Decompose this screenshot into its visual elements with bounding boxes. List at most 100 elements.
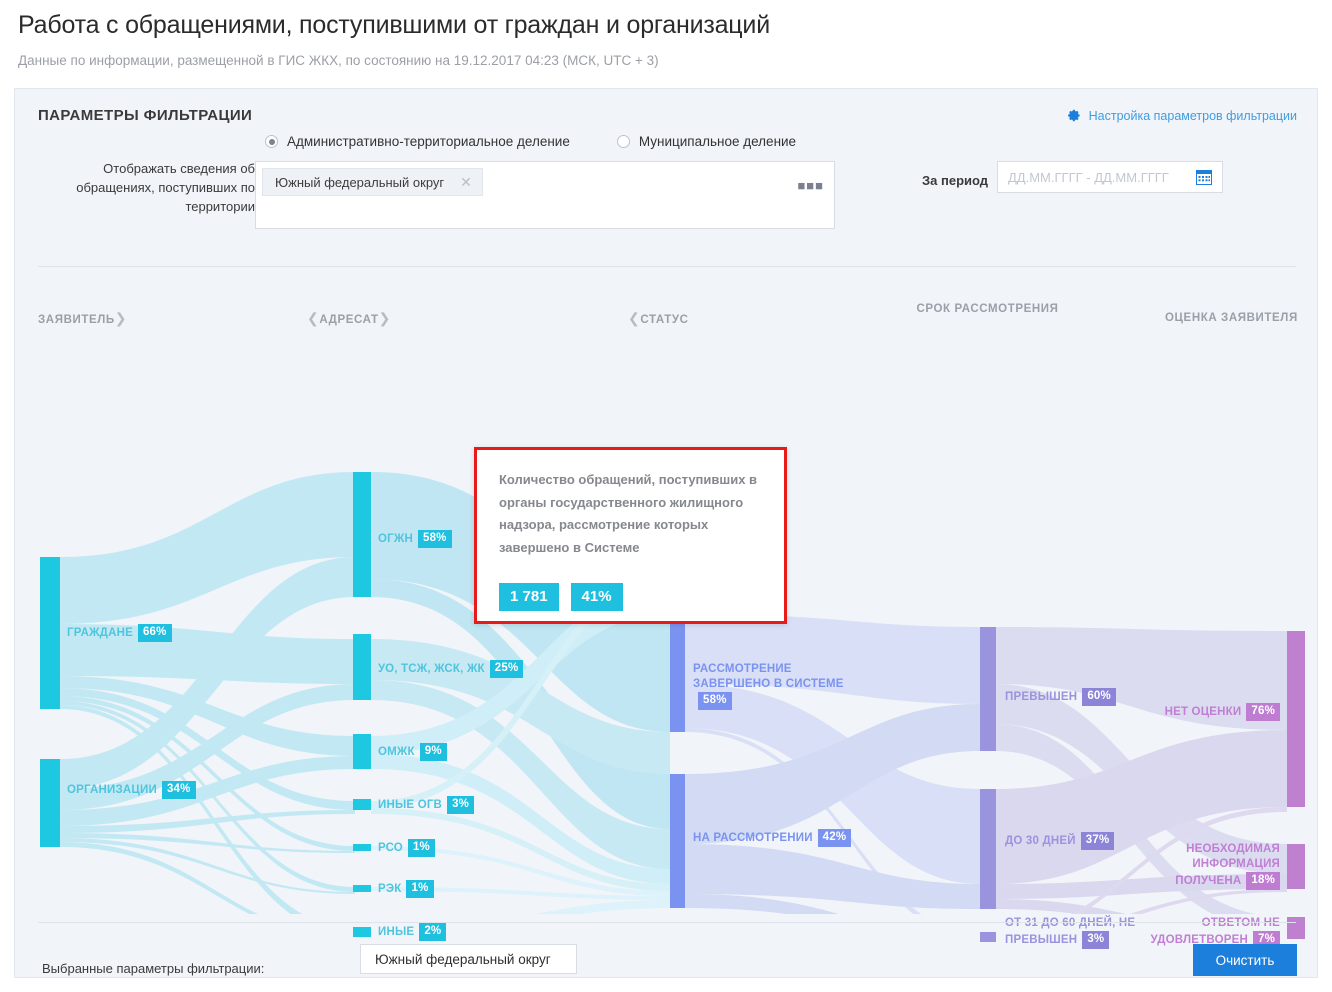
filter-settings-label: Настройка параметров фильтрации xyxy=(1088,108,1297,123)
column-header-addressee[interactable]: ❮АДРЕСАТ❯ xyxy=(307,310,391,328)
filter-panel: ПАРАМЕТРЫ ФИЛЬТРАЦИИ Настройка параметро… xyxy=(14,88,1318,978)
node-label-text: НА РАССМОТРЕНИИ xyxy=(693,832,813,845)
sankey-node-organizacii[interactable] xyxy=(40,759,60,847)
sankey-label-grazhdane: ГРАЖДАНЕ 66% xyxy=(67,624,172,642)
territory-field-label: Отображать сведения об обращениях, посту… xyxy=(76,161,255,214)
sankey-label-rassmotrenie-zaversheno: РАССМОТРЕНИЕ ЗАВЕРШЕНО В СИСТЕМЕ 58% xyxy=(693,662,868,710)
column-header-applicant-label: ЗАЯВИТЕЛЬ xyxy=(38,314,115,326)
sankey-label-ogzhn: ОГЖН 58% xyxy=(378,530,452,548)
radio-unselected-icon xyxy=(616,135,630,148)
sankey-node-inye-ogv[interactable] xyxy=(353,799,371,810)
sankey-label-omzhk: ОМЖК 9% xyxy=(378,743,447,761)
sankey-label-rso: РСО 1% xyxy=(378,839,435,857)
node-percent-badge: 76% xyxy=(1246,703,1280,721)
node-percent-badge: 2% xyxy=(419,923,447,941)
sankey-node-na-rassmotrenii[interactable] xyxy=(670,774,685,908)
node-percent-badge: 1% xyxy=(407,839,435,857)
sankey-label-ot-31-do-60: ОТ 31 ДО 60 ДНЕЙ, НЕ ПРЕВЫШЕН 3% xyxy=(1005,916,1155,949)
radio-municipal-division[interactable]: Муниципальное деление xyxy=(616,134,797,149)
sankey-node-grazhdane[interactable] xyxy=(40,557,60,709)
sankey-flows xyxy=(60,472,1287,914)
gear-icon xyxy=(1067,109,1080,122)
chevron-right-icon[interactable]: ❯ xyxy=(378,310,391,326)
panel-divider xyxy=(38,266,1296,267)
chevron-right-icon[interactable]: ❯ xyxy=(114,310,128,326)
sankey-node-inye[interactable] xyxy=(353,927,371,937)
tooltip-badges: 1 781 41% xyxy=(499,583,623,611)
node-percent-badge: 3% xyxy=(1082,931,1110,949)
period-placeholder: ДД.ММ.ГГГГ - ДД.ММ.ГГГГ xyxy=(1008,169,1169,185)
node-label-text: РСО xyxy=(378,842,403,855)
sankey-label-na-rassmotrenii: НА РАССМОТРЕНИИ 42% xyxy=(693,829,852,847)
sankey-label-inye-ogv: ИНЫЕ ОГВ 3% xyxy=(378,796,475,814)
column-header-status[interactable]: ❮СТАТУС xyxy=(628,310,688,328)
territory-chip-label: Южный федеральный округ xyxy=(275,174,445,190)
node-label-text: ОТВЕТОМ НЕ УДОВЛЕТВОРЕН xyxy=(1150,917,1280,947)
tooltip-count-badge: 1 781 xyxy=(499,583,559,611)
node-percent-badge: 37% xyxy=(1080,832,1115,850)
node-label-text: ИНЫЕ xyxy=(378,926,415,939)
node-label-text: УО, ТСЖ, ЖСК, ЖК xyxy=(378,663,485,676)
filter-settings-link[interactable]: Настройка параметров фильтрации xyxy=(1065,107,1297,124)
territory-input[interactable]: Южный федеральный округ ✕ ■■■ xyxy=(255,161,835,229)
period-input[interactable]: ДД.ММ.ГГГГ - ДД.ММ.ГГГГ xyxy=(997,161,1223,193)
radio-selected-icon xyxy=(265,135,278,148)
node-percent-badge: 34% xyxy=(161,781,196,799)
node-label-text: ОГЖН xyxy=(378,533,413,546)
sankey-node-ogzhn[interactable] xyxy=(353,472,371,597)
territory-chip[interactable]: Южный федеральный округ ✕ xyxy=(262,168,483,196)
sankey-node-uo-tszh[interactable] xyxy=(353,634,371,700)
sankey-node-neobhodimaya-info[interactable] xyxy=(1287,844,1305,889)
node-label-text: РЭК xyxy=(378,883,402,896)
radio-municipal-label: Муниципальное деление xyxy=(638,134,797,149)
node-percent-badge: 3% xyxy=(447,796,475,814)
division-radio-group: Административно-территориальное деление … xyxy=(265,134,796,149)
page-title: Работа с обращениями, поступившими от гр… xyxy=(18,11,770,39)
node-percent-badge: 25% xyxy=(489,660,524,678)
tooltip-percent-badge: 41% xyxy=(570,583,623,611)
sankey-node-do-30-dney[interactable] xyxy=(980,789,996,909)
chevron-left-icon[interactable]: ❮ xyxy=(628,310,641,326)
sankey-node-net-ocenki[interactable] xyxy=(1287,631,1305,807)
node-label-text: ПРЕВЫШЕН xyxy=(1005,691,1078,704)
column-header-status-label: СТАТУС xyxy=(640,314,689,326)
column-header-applicant[interactable]: ЗАЯВИТЕЛЬ❯ xyxy=(38,310,127,328)
sankey-label-do-30-dney: ДО 30 ДНЕЙ 37% xyxy=(1005,832,1115,850)
sankey-node-ot-31-do-60[interactable] xyxy=(980,932,996,942)
column-header-rating-label: ОЦЕНКА ЗАЯВИТЕЛЯ xyxy=(1165,312,1298,324)
node-label-text: ОМЖК xyxy=(378,746,415,759)
sankey-label-uo-tszh: УО, ТСЖ, ЖСК, ЖК 25% xyxy=(378,660,524,678)
sankey-node-prevyshen[interactable] xyxy=(980,627,996,751)
node-percent-badge: 18% xyxy=(1246,872,1280,890)
node-label-text: ОТ 31 ДО 60 ДНЕЙ, НЕ ПРЕВЫШЕН xyxy=(1005,917,1136,947)
sankey-label-rek: РЭК 1% xyxy=(378,880,434,898)
selected-filters-label: Выбранные параметры фильтрации: xyxy=(42,961,265,976)
sankey-label-net-ocenki: НЕТ ОЦЕНКИ 76% xyxy=(1125,703,1280,721)
sankey-node-omzhk[interactable] xyxy=(353,734,371,769)
page-subtitle: Данные по информации, размещенной в ГИС … xyxy=(18,53,659,68)
node-percent-badge: 58% xyxy=(417,530,452,548)
node-percent-badge: 58% xyxy=(698,692,732,710)
column-header-term: СРОК РАССМОТРЕНИЯ xyxy=(915,301,1060,317)
period-label: За период xyxy=(922,173,989,188)
selected-filters-value: Южный федеральный округ xyxy=(360,944,577,974)
node-label-text: ИНЫЕ ОГВ xyxy=(378,799,443,812)
sankey-diagram: ЗАЯВИТЕЛЬ❯ ❮АДРЕСАТ❯ ❮СТАТУС СРОК РАССМО… xyxy=(15,284,1319,949)
sankey-node-rassmotrenie-zaversheno[interactable] xyxy=(670,614,685,732)
sankey-node-rso[interactable] xyxy=(353,844,371,851)
sankey-node-rek[interactable] xyxy=(353,885,371,892)
sankey-tooltip: Количество обращений, поступивших в орга… xyxy=(474,447,787,624)
calendar-icon[interactable] xyxy=(1196,169,1212,185)
column-header-addressee-label: АДРЕСАТ xyxy=(319,314,379,326)
node-percent-badge: 42% xyxy=(817,829,852,847)
more-options-icon[interactable]: ■■■ xyxy=(797,178,824,193)
sankey-node-otvetom-ne-udovletvoren[interactable] xyxy=(1287,917,1305,939)
node-percent-badge: 1% xyxy=(406,880,434,898)
radio-admin-division[interactable]: Административно-территориальное деление xyxy=(265,134,570,149)
sankey-label-inye: ИНЫЕ 2% xyxy=(378,923,447,941)
close-icon[interactable]: ✕ xyxy=(460,174,472,190)
clear-button[interactable]: Очистить xyxy=(1193,944,1297,976)
node-percent-badge: 9% xyxy=(419,743,447,761)
chevron-left-icon[interactable]: ❮ xyxy=(307,310,320,326)
node-label-text: НЕТ ОЦЕНКИ xyxy=(1164,706,1242,719)
